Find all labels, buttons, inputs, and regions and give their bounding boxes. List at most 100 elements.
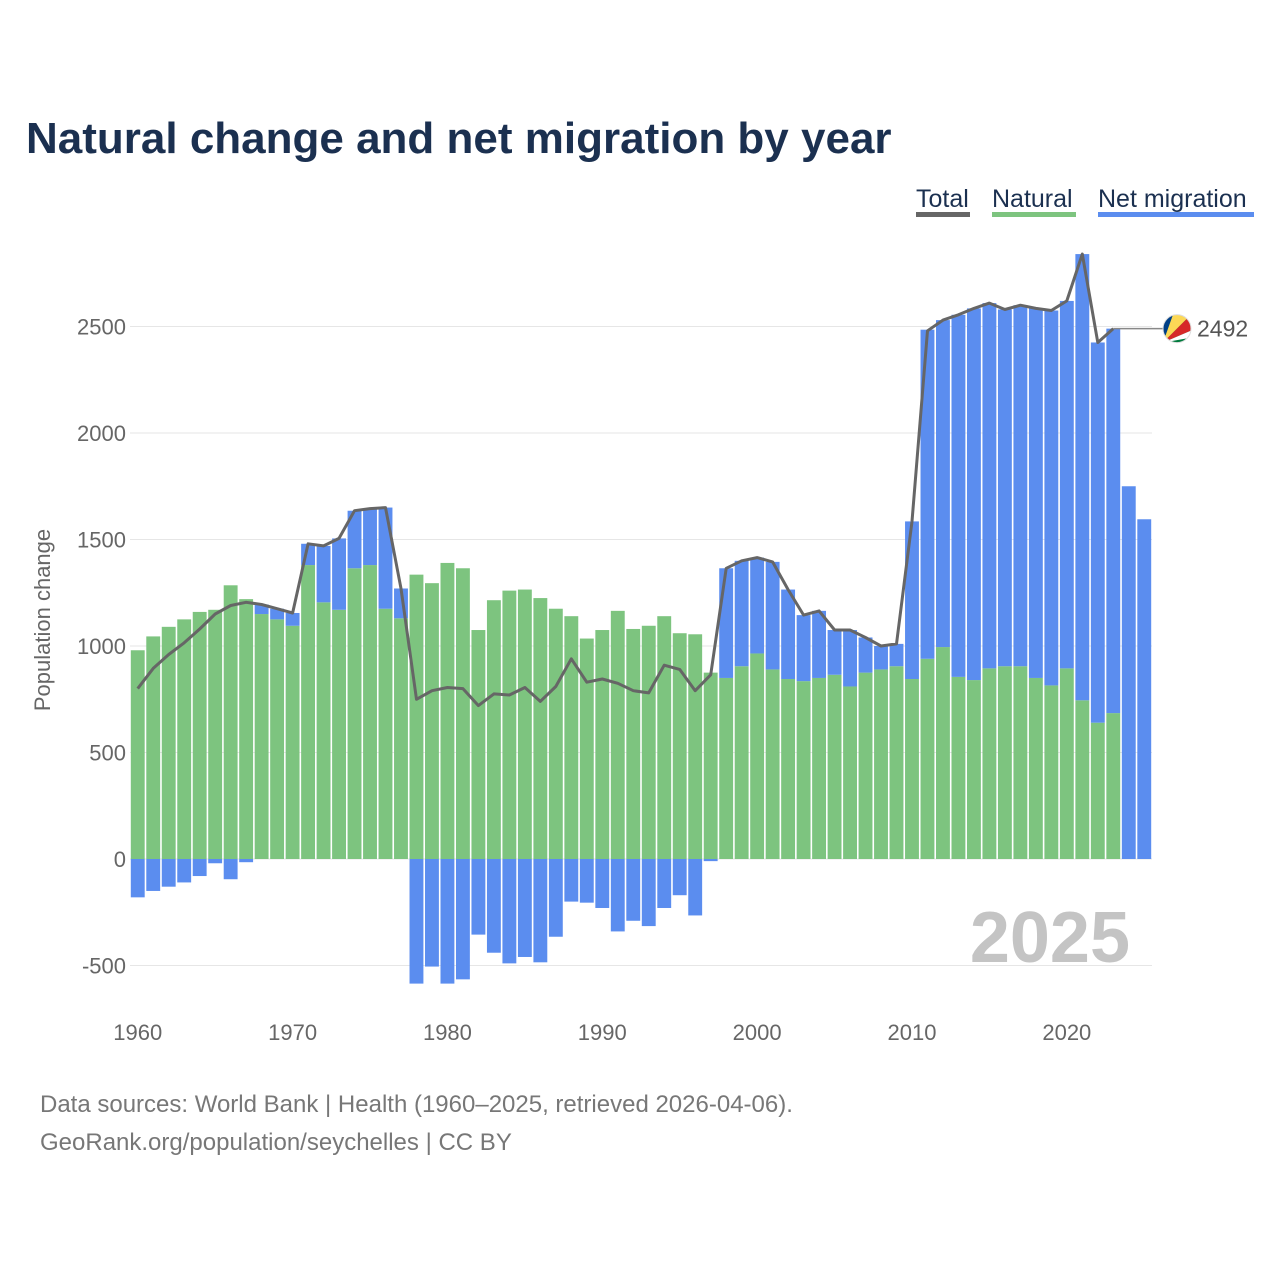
bar-migration-2014 [966, 308, 981, 681]
bar-migration-1975 [363, 508, 377, 566]
bar-migration-1990 [595, 859, 610, 908]
bar-natural-2007 [858, 672, 873, 859]
bar-natural-2003 [796, 681, 811, 859]
bar-natural-1971 [301, 565, 316, 859]
bar-migration-2019 [1044, 310, 1059, 686]
bars [130, 254, 1152, 984]
end-value-label: 2492 [1197, 316, 1248, 342]
bar-migration-1996 [688, 859, 703, 916]
bar-migration-2021 [1075, 254, 1090, 701]
x-tick-label: 1960 [113, 1020, 162, 1045]
x-tick-label: 2010 [888, 1020, 937, 1045]
bar-migration-2023 [1106, 328, 1121, 714]
bar-natural-1972 [316, 602, 331, 859]
bar-natural-1990 [595, 630, 610, 859]
bar-natural-1968 [254, 614, 269, 859]
bar-natural-1979 [425, 583, 439, 859]
bar-natural-1994 [657, 616, 672, 859]
bar-migration-2013 [951, 314, 966, 677]
bar-migration-1997 [703, 859, 718, 862]
bar-migration-1973 [332, 538, 346, 610]
bar-natural-1992 [626, 628, 641, 859]
bar-natural-1970 [285, 625, 300, 859]
bar-migration-1978 [409, 859, 424, 984]
bar-natural-1967 [239, 599, 254, 859]
bar-migration-2007 [858, 637, 873, 673]
bar-natural-2012 [936, 647, 950, 859]
bar-natural-1995 [672, 633, 687, 859]
bar-natural-1983 [486, 600, 501, 859]
bar-migration-2004 [812, 610, 827, 678]
bar-migration-1984 [502, 859, 517, 964]
bar-natural-1969 [270, 619, 285, 859]
legend-label: Net migration [1098, 185, 1247, 213]
bar-natural-1981 [455, 568, 470, 859]
chart-title: Natural change and net migration by year [26, 114, 892, 163]
bar-migration-1962 [161, 859, 176, 887]
y-tick-label: 500 [89, 741, 126, 766]
bar-natural-1977 [394, 618, 408, 859]
bar-natural-2010 [905, 679, 919, 859]
end-marker: 2492 [1113, 314, 1248, 344]
x-tick-label: 2000 [733, 1020, 782, 1045]
bar-natural-2014 [966, 680, 981, 859]
bar-natural-2019 [1044, 685, 1059, 859]
bar-natural-2011 [920, 658, 935, 859]
bar-migration-2006 [843, 630, 857, 687]
bar-natural-1989 [579, 638, 594, 859]
legend-label: Total [916, 185, 969, 213]
bar-migration-1994 [657, 859, 672, 908]
y-tick-label: 2000 [77, 421, 126, 446]
bar-migration-2008 [874, 646, 888, 670]
bar-migration-1987 [548, 859, 563, 937]
bar-migration-1965 [208, 859, 223, 864]
bar-natural-1963 [177, 619, 192, 859]
bar-migration-1980 [440, 859, 455, 984]
bar-natural-1996 [688, 634, 703, 859]
legend-swatch [1098, 212, 1254, 217]
y-tick-label: 2500 [77, 315, 126, 340]
bar-natural-2001 [765, 669, 780, 859]
x-axis-ticks: 1960 1970 1980 1990 2000 2010 2020 [113, 1020, 1091, 1045]
y-tick-label: 1000 [77, 634, 126, 659]
bar-migration-2012 [936, 320, 950, 648]
bar-natural-1978 [409, 574, 424, 859]
bar-natural-1965 [208, 609, 223, 859]
bar-migration-2003 [796, 615, 811, 682]
bar-migration-2000 [750, 557, 765, 654]
bar-migration-2016 [997, 309, 1012, 667]
bar-natural-1962 [161, 626, 176, 859]
bar-migration-2009 [889, 643, 904, 667]
bar-migration-1985 [517, 859, 532, 957]
bar-migration-1970 [285, 612, 300, 626]
legend-item-total[interactable]: Total [916, 185, 970, 217]
bar-migration-2020 [1059, 300, 1074, 669]
bar-natural-1987 [548, 608, 563, 859]
bar-migration-2025 [1137, 519, 1152, 859]
bar-natural-1997 [703, 672, 718, 859]
bar-natural-1993 [641, 625, 656, 859]
bar-migration-1979 [425, 859, 439, 967]
x-tick-label: 1990 [578, 1020, 627, 1045]
gridlines [130, 326, 1152, 966]
bar-migration-1966 [223, 859, 238, 880]
bar-migration-1981 [455, 859, 470, 980]
bar-natural-2002 [781, 679, 796, 859]
bar-natural-1961 [146, 636, 161, 859]
bar-migration-1998 [719, 568, 734, 678]
y-axis-ticks: -500 0 500 1000 1500 2000 2500 [77, 315, 126, 979]
bar-natural-2008 [874, 669, 888, 859]
bar-migration-2005 [827, 630, 842, 675]
bar-migration-2011 [920, 329, 935, 659]
source-line-2: GeoRank.org/population/seychelles | CC B… [40, 1129, 512, 1156]
bar-migration-1986 [533, 859, 548, 963]
bar-migration-1992 [626, 859, 641, 921]
bar-natural-1999 [734, 666, 749, 859]
bar-migration-1964 [192, 859, 207, 877]
legend-item-net-migration[interactable]: Net migration [1098, 185, 1254, 217]
legend-item-natural[interactable]: Natural [992, 185, 1076, 217]
bar-migration-1995 [672, 859, 687, 896]
bar-migration-2010 [905, 521, 919, 680]
year-watermark: 2025 [970, 898, 1130, 978]
